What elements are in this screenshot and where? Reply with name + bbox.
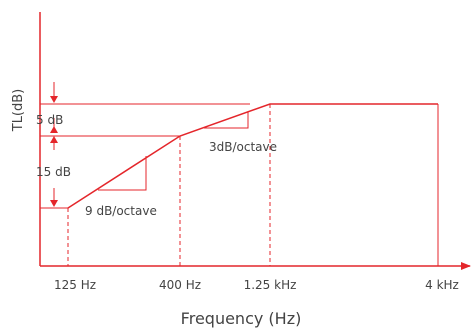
- slope-label-3db: 3dB/octave: [209, 140, 277, 154]
- slope-triangle-high: [204, 112, 249, 129]
- tl-curve-line: [67, 103, 438, 209]
- x-tick-label-4khz: 4 kHz: [425, 278, 459, 292]
- y-axis-label: TL(dB): [11, 89, 26, 133]
- x-tick-label-1-25khz: 1.25 kHz: [244, 278, 297, 292]
- x-tick-label-400hz: 400 Hz: [159, 278, 201, 292]
- x-axis-label: Frequency (Hz): [181, 309, 302, 328]
- dimension-arrows: [40, 82, 68, 209]
- slope-triangle-low: [98, 156, 147, 191]
- slope-label-9db: 9 dB/octave: [85, 204, 157, 218]
- x-tick-label-125hz: 125 Hz: [54, 278, 96, 292]
- step-label-5db: 5 dB: [36, 113, 63, 127]
- step-label-15db: 15 dB: [36, 165, 71, 179]
